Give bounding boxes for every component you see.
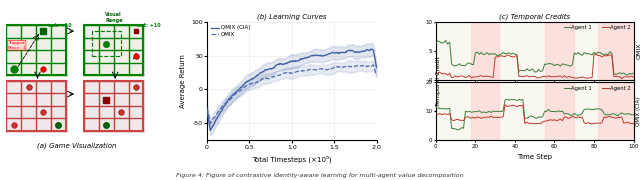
Agent 2: [501, 104, 509, 106]
Agent 2: [552, 120, 560, 122]
Line: Agent 1: Agent 1: [436, 40, 634, 75]
Agent 1: [555, 110, 563, 112]
Agent 1: [483, 52, 491, 54]
Title: (c) Temporal Credits: (c) Temporal Credits: [499, 14, 570, 20]
Bar: [472, 22, 499, 80]
Bar: [598, 22, 636, 80]
Agent 1: [584, 108, 592, 110]
QMIX: [369, 64, 376, 66]
Text: Figure 4: Figure of contrastive identity-aware learning for multi-agent value de: Figure 4: Figure of contrastive identity…: [176, 173, 464, 178]
Line: QMIX (CIA): QMIX (CIA): [207, 49, 376, 130]
QMIX: [285, 72, 292, 74]
QMIX: [372, 74, 380, 76]
Agent 1: [432, 42, 440, 44]
QMIX (CIA): [207, 129, 214, 132]
Agent 2: [432, 74, 440, 76]
Agent 1: [552, 63, 560, 66]
Agent 1: [630, 72, 637, 74]
Agent 2: [446, 112, 454, 115]
Agent 2: [630, 76, 637, 78]
QMIX (CIA): [342, 51, 350, 53]
Agent 1: [519, 98, 527, 100]
QMIX (CIA): [284, 62, 292, 64]
Bar: [545, 82, 574, 140]
Bar: [6, 81, 66, 131]
Bar: [92, 31, 121, 56]
X-axis label: Total Timesteps (×10⁶): Total Timesteps (×10⁶): [252, 155, 332, 163]
QMIX: [284, 72, 292, 74]
Agent 2: [432, 113, 440, 115]
Bar: [545, 22, 574, 80]
Agent 1: [630, 114, 637, 116]
Bar: [84, 25, 143, 75]
Y-axis label: QMIX: QMIX: [636, 42, 640, 59]
Text: eat: +10: eat: +10: [48, 23, 71, 28]
Agent 1: [448, 63, 456, 65]
Agent 2: [481, 75, 489, 77]
Legend: Agent 1, Agent 2: Agent 1, Agent 2: [563, 85, 631, 91]
Text: Temporal Credit: Temporal Credit: [436, 56, 441, 106]
QMIX: [203, 107, 211, 109]
QMIX (CIA): [203, 110, 211, 112]
QMIX (CIA): [367, 48, 375, 50]
Agent 1: [624, 74, 632, 76]
Agent 2: [570, 77, 578, 79]
Bar: [6, 25, 66, 75]
Bar: [84, 81, 143, 131]
Line: Agent 2: Agent 2: [436, 54, 634, 79]
Agent 2: [590, 53, 598, 55]
QMIX: [370, 64, 378, 66]
Title: (b) Learning Curves: (b) Learning Curves: [257, 14, 326, 20]
QMIX (CIA): [295, 60, 303, 62]
Agent 2: [446, 72, 454, 75]
QMIX: [207, 122, 214, 124]
Agent 2: [525, 122, 532, 124]
Line: Agent 2: Agent 2: [436, 105, 634, 124]
Text: (a) Game Visualization: (a) Game Visualization: [37, 143, 116, 149]
QMIX: [305, 69, 312, 71]
Agent 1: [574, 114, 582, 116]
Agent 2: [523, 75, 531, 77]
Line: Agent 1: Agent 1: [436, 99, 634, 130]
Agent 1: [442, 39, 449, 42]
Agent 1: [525, 69, 532, 72]
Y-axis label: QMIX (CIA): QMIX (CIA): [636, 97, 640, 126]
Agent 2: [481, 116, 489, 118]
Agent 2: [630, 123, 637, 125]
Agent 2: [550, 76, 558, 78]
QMIX (CIA): [369, 49, 377, 51]
Y-axis label: Average Return: Average Return: [180, 54, 186, 108]
Agent 1: [446, 107, 454, 109]
Agent 1: [572, 53, 580, 55]
QMIX (CIA): [372, 66, 380, 69]
Agent 1: [432, 106, 440, 108]
QMIX (CIA): [285, 61, 292, 63]
Legend: Agent 1, Agent 2: Agent 1, Agent 2: [563, 24, 631, 30]
Agent 2: [618, 78, 625, 80]
Text: Trapped
Move: -1: Trapped Move: -1: [8, 41, 26, 50]
Agent 1: [527, 115, 534, 117]
Agent 1: [454, 129, 461, 131]
Agent 2: [572, 117, 580, 119]
Agent 2: [580, 76, 588, 79]
Bar: [598, 82, 636, 140]
X-axis label: Time Step: Time Step: [517, 154, 552, 160]
QMIX: [295, 70, 303, 72]
Bar: [472, 82, 499, 140]
Agent 1: [582, 53, 590, 55]
Legend: QMIX (CIA), QMIX: QMIX (CIA), QMIX: [210, 24, 252, 38]
Agent 1: [483, 111, 491, 113]
Text: Visual
Range: Visual Range: [105, 12, 122, 23]
QMIX (CIA): [305, 56, 312, 58]
QMIX: [342, 65, 350, 67]
Text: eat: +10: eat: +10: [138, 23, 161, 28]
Agent 2: [582, 123, 590, 125]
Line: QMIX: QMIX: [207, 65, 376, 123]
